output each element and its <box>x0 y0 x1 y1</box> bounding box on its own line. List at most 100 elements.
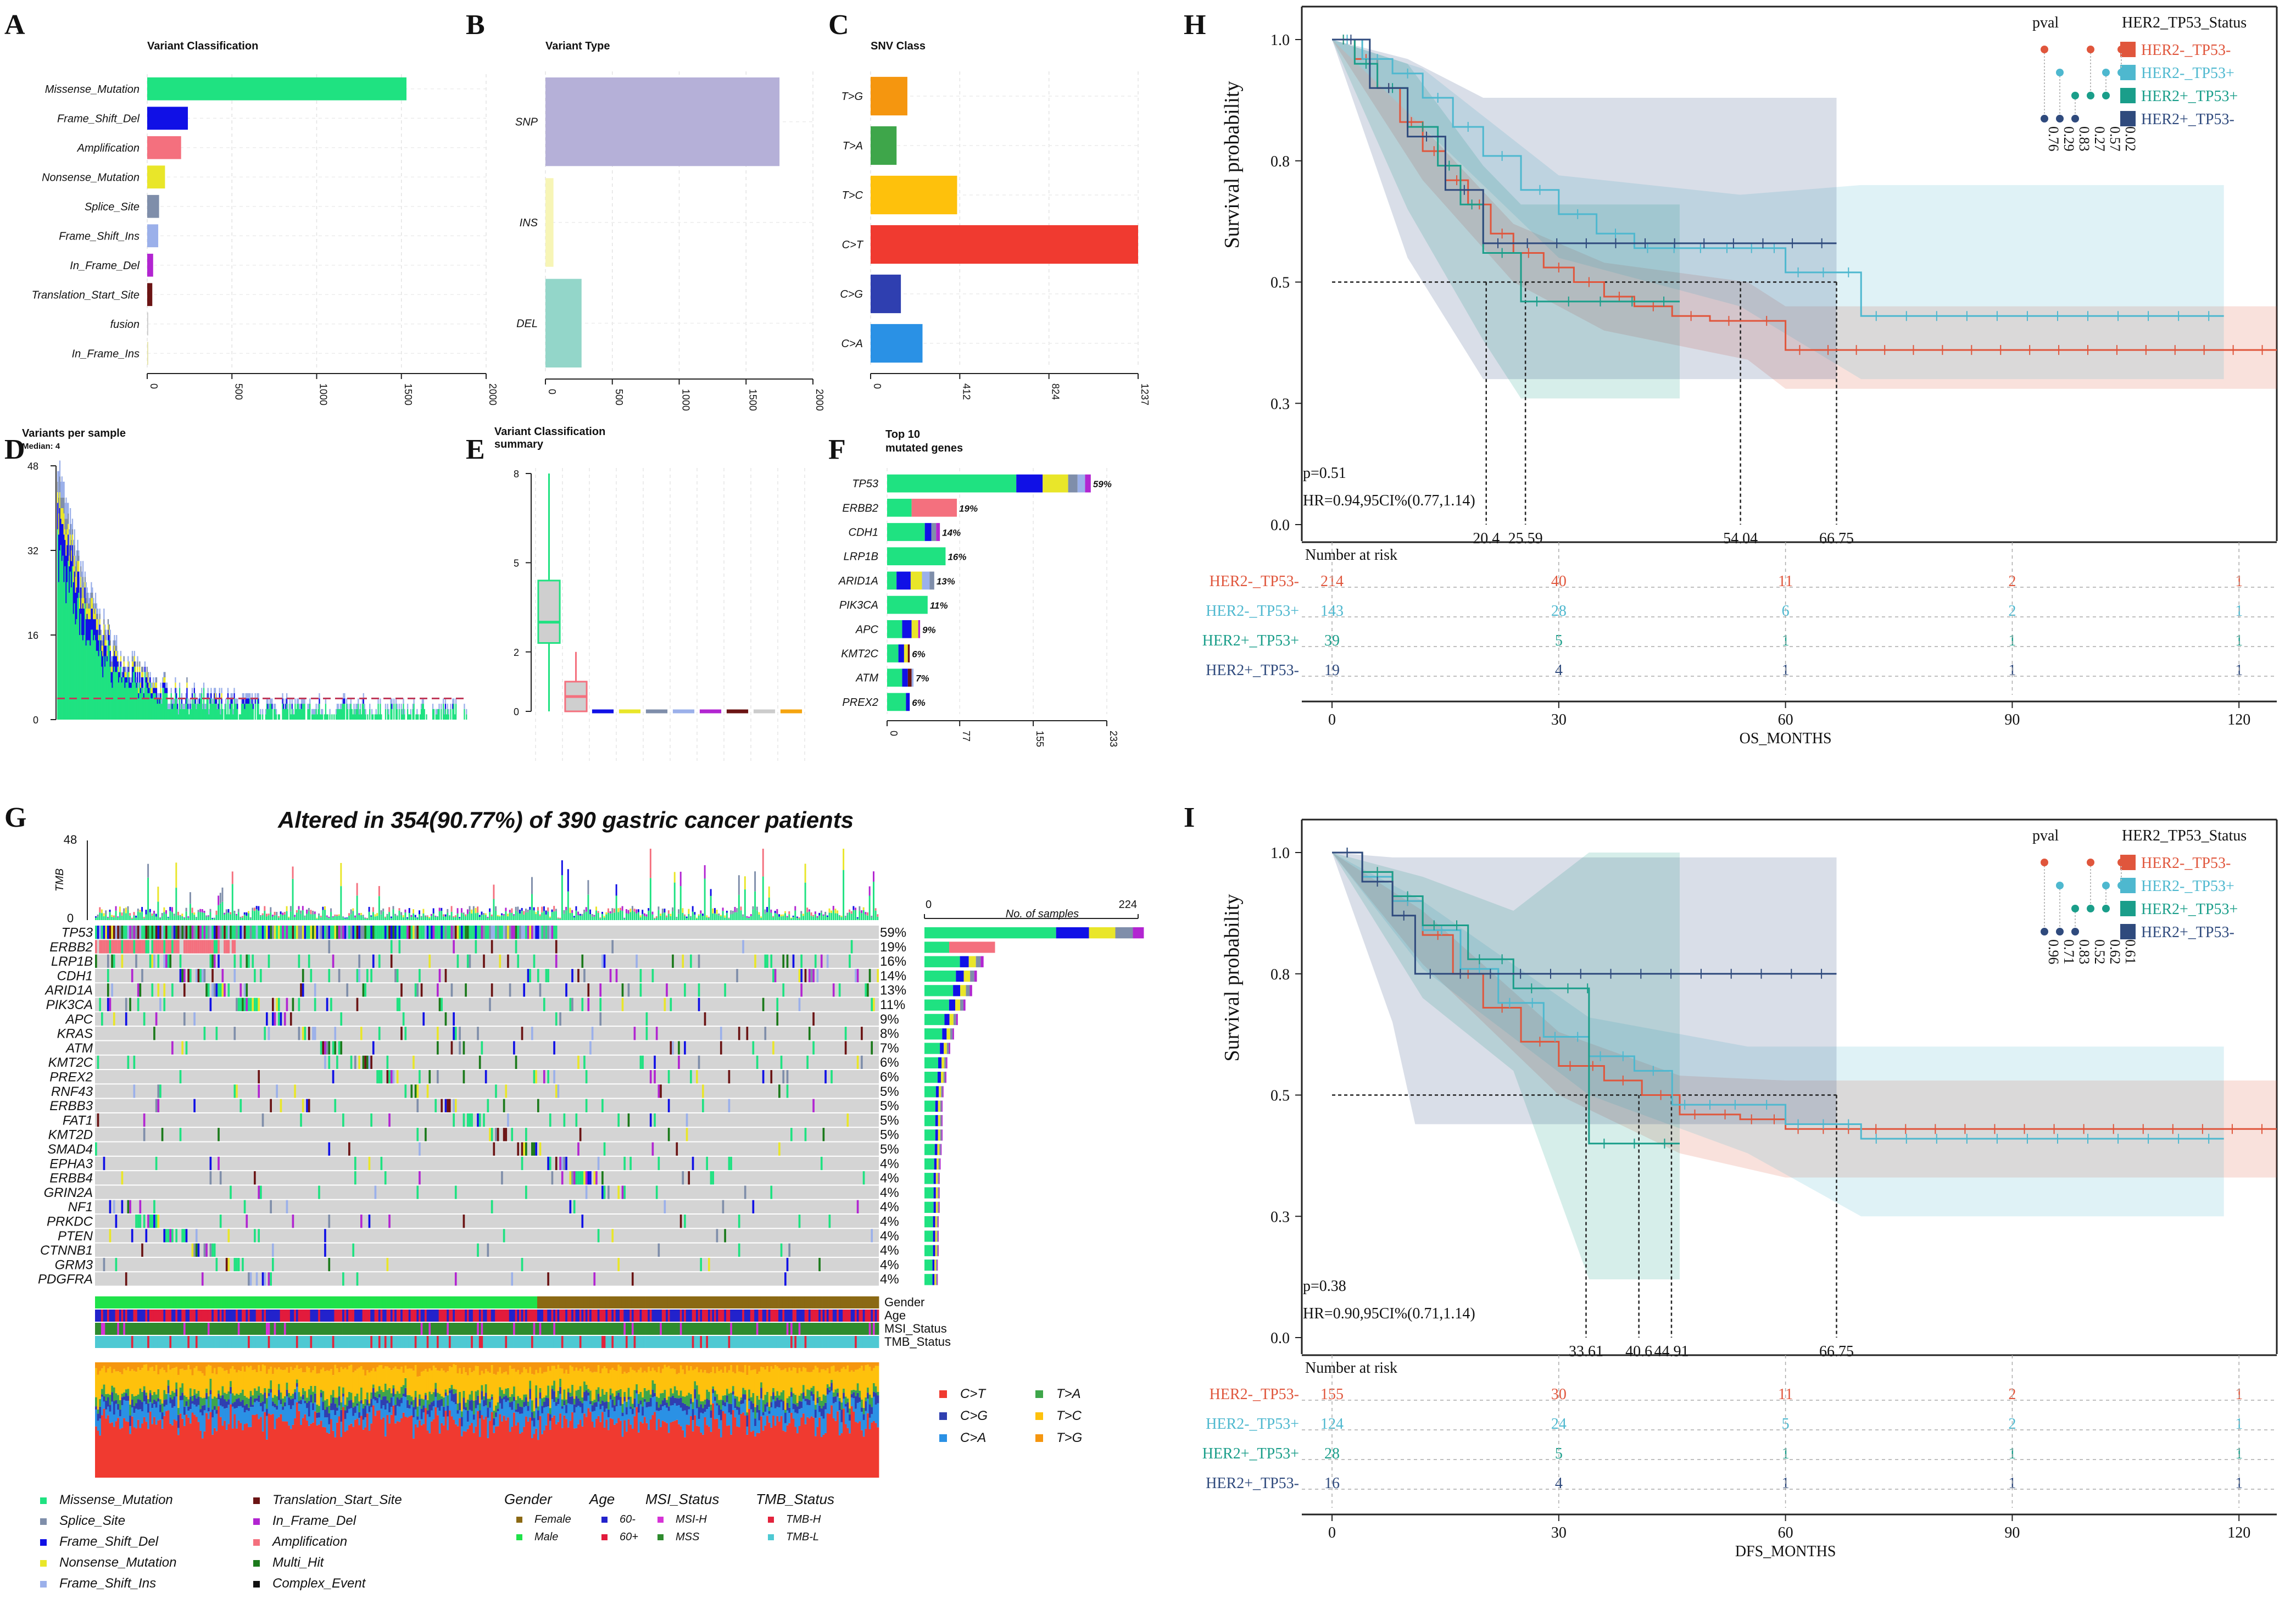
mutation-cell <box>233 1027 236 1040</box>
gene-label: ERBB3 <box>49 1099 93 1113</box>
annotation-cell <box>410 1310 413 1322</box>
mutation-cell <box>242 998 244 1011</box>
annotation-cell <box>585 1323 588 1335</box>
variant-count-bar <box>148 688 150 693</box>
annotation-cell <box>529 1336 532 1348</box>
mutation-cell <box>601 1171 604 1185</box>
annotation-cell <box>722 1323 725 1335</box>
annotation-cell <box>221 1323 224 1335</box>
tmb-bar <box>676 918 678 920</box>
gene-count-bar-segment <box>924 1187 934 1199</box>
annotation-cell <box>246 1336 248 1348</box>
annotation-cell <box>732 1336 734 1348</box>
mutation-cell <box>221 968 224 983</box>
annotation-cell <box>661 1336 664 1348</box>
variant-count-bar <box>209 698 211 704</box>
tmb-bar <box>543 911 545 920</box>
mutation-cell <box>786 1084 789 1098</box>
annotation-cell <box>553 1310 556 1322</box>
variant-count-bar <box>121 682 122 720</box>
variant-count-bar <box>192 704 194 720</box>
mutation-cell <box>163 998 166 1011</box>
x-tick-label: 500 <box>233 383 244 400</box>
variant-count-bar <box>246 704 248 720</box>
annotation-cell <box>260 1323 263 1335</box>
tmb-bar <box>308 907 310 912</box>
variant-count-bar <box>203 682 205 688</box>
annotation-cell <box>690 1336 693 1348</box>
category-label: Translation_Start_Site <box>32 289 140 301</box>
gene-percent: 4% <box>880 1171 899 1186</box>
variant-count-bar <box>343 704 344 720</box>
tmb-bar <box>189 892 191 904</box>
annotation-cell <box>306 1296 309 1308</box>
mutation-cell <box>537 1099 539 1112</box>
mutation-cell <box>388 1113 391 1127</box>
variant-count-bar <box>129 682 131 688</box>
annotation-cell <box>760 1323 763 1335</box>
variant-count-bar <box>69 593 70 720</box>
tmb-bar <box>786 916 788 917</box>
category-label: In_Frame_Ins <box>72 348 140 360</box>
annotation-cell <box>736 1296 739 1308</box>
mutation-cell <box>314 926 316 939</box>
tmb-bar <box>519 914 521 920</box>
annotation-cell <box>157 1336 160 1348</box>
tmb-bar <box>348 916 350 920</box>
tmb-bar <box>406 917 409 918</box>
mutation-cell <box>302 968 304 983</box>
mutation-cell <box>444 968 447 983</box>
annotation-cell <box>133 1323 136 1335</box>
annotation-cell <box>145 1336 148 1348</box>
annotation-cell <box>649 1296 652 1308</box>
mutation-cell <box>447 926 449 939</box>
mutation-cell <box>362 983 365 997</box>
spectrum-cell <box>173 1368 176 1393</box>
annotation-cell <box>629 1310 632 1322</box>
variant-count-bar <box>452 704 454 709</box>
gene-count-bar-segment <box>934 1274 937 1285</box>
mutation-cell <box>231 926 234 939</box>
variant-count-bar <box>165 688 167 693</box>
mutation-cell <box>469 1113 471 1127</box>
mutation-cell <box>623 1185 626 1199</box>
variant-count-bar <box>144 666 146 672</box>
tmb-bar <box>762 876 764 920</box>
spectrum-cell <box>193 1395 196 1405</box>
mutation-cell <box>521 926 523 939</box>
variant-count-bar <box>207 688 209 693</box>
mutation-cell <box>627 1113 630 1127</box>
annotation-cell <box>135 1296 138 1308</box>
tmb-bar <box>332 916 334 917</box>
spectrum-cell <box>185 1401 188 1406</box>
variant-count-bar <box>159 704 160 720</box>
mutation-cell <box>213 926 216 939</box>
annotation-cell <box>246 1323 248 1335</box>
spectrum-cell <box>191 1362 194 1375</box>
gene-count-bar-segment <box>937 1216 938 1228</box>
mutation-cell <box>736 968 738 983</box>
spectrum-cell <box>119 1400 121 1410</box>
mutation-cell <box>322 1041 325 1055</box>
annotation-cell <box>392 1296 395 1308</box>
mutation-cell <box>425 1128 427 1141</box>
mutation-cell <box>199 926 202 939</box>
annotation-cell <box>195 1296 198 1308</box>
panel-g-oncoplot: Altered in 354(90.77%) of 390 gastric ca… <box>38 807 1144 1591</box>
mutation-cell <box>545 926 548 939</box>
variant-count-bar <box>93 619 96 635</box>
variant-count-bar <box>346 704 348 720</box>
variant-count-bar <box>80 614 82 720</box>
annotation-cell <box>816 1296 819 1308</box>
tmb-bar <box>306 914 308 920</box>
gene-count-bar-segment <box>970 970 974 982</box>
annotation-cell <box>334 1336 337 1348</box>
mutation-cell <box>340 926 343 939</box>
variant-count-bar <box>74 545 75 556</box>
mutation-cell <box>205 1243 208 1257</box>
variant-count-bar <box>139 682 141 720</box>
mutation-cell <box>549 1113 551 1127</box>
annotation-cell <box>107 1336 110 1348</box>
annotation-cell <box>438 1323 441 1335</box>
tmb-bar <box>197 912 199 920</box>
